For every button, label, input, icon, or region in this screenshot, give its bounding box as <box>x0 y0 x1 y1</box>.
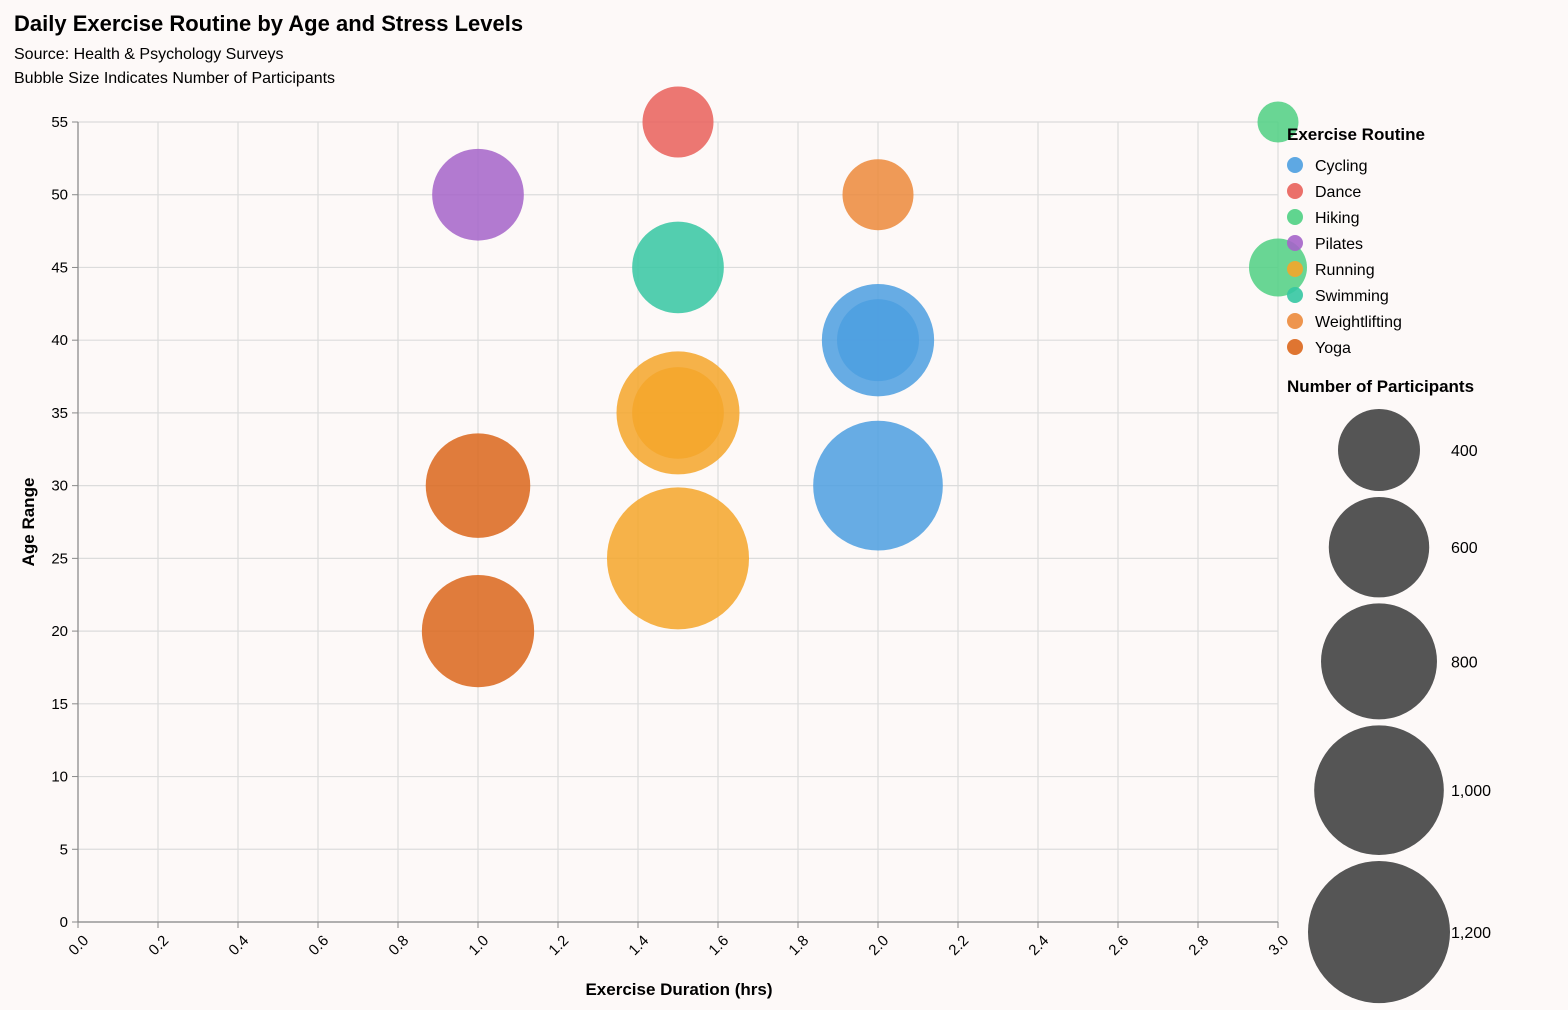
legend-swatch-pilates <box>1287 235 1303 251</box>
chart-subtitle-size-note: Bubble Size Indicates Number of Particip… <box>14 70 335 87</box>
chart-title: Daily Exercise Routine by Age and Stress… <box>14 11 523 36</box>
size-legend-title: Number of Participants <box>1287 377 1474 396</box>
x-tick-label: 2.8 <box>1185 932 1212 959</box>
x-tick-label: 1.8 <box>785 932 812 959</box>
legend-label-cycling: Cycling <box>1315 158 1367 175</box>
size-legend: 400 600 800 1,000 1,200 <box>1307 409 1491 1004</box>
y-tick-label: 25 <box>51 550 68 567</box>
legend-swatch-dance <box>1287 183 1303 199</box>
size-legend-label: 1,200 <box>1451 925 1491 942</box>
y-axis-title: Age Range <box>19 478 38 567</box>
gridlines <box>77 121 1279 923</box>
legend-label-yoga: Yoga <box>1315 340 1351 357</box>
y-tick-label: 15 <box>51 696 68 713</box>
y-tick-label: 50 <box>51 187 68 204</box>
x-axis-title: Exercise Duration (hrs) <box>585 980 772 999</box>
y-tick-label: 20 <box>51 623 68 640</box>
x-tick-label: 2.2 <box>945 932 972 959</box>
color-legend: Cycling Dance Hiking Pilates Running Swimming… <box>1287 157 1402 357</box>
y-tick-label: 40 <box>51 332 68 349</box>
legend-swatch-yoga <box>1287 339 1303 355</box>
x-tick-label: 2.6 <box>1105 932 1132 959</box>
legend-label-hiking: Hiking <box>1315 210 1359 227</box>
bubble-running <box>606 487 750 630</box>
bubble-running <box>632 367 724 459</box>
x-tick-label: 0.2 <box>145 932 172 959</box>
legend-label-weightlifting: Weightlifting <box>1315 314 1402 331</box>
x-tick-label: 2.4 <box>1025 932 1052 959</box>
size-legend-circle <box>1328 497 1430 598</box>
size-legend-label: 600 <box>1451 540 1478 557</box>
size-legend-label: 800 <box>1451 654 1478 671</box>
legend-label-pilates: Pilates <box>1315 236 1363 253</box>
legend-label-swimming: Swimming <box>1315 288 1389 305</box>
y-tick-label: 55 <box>51 114 68 131</box>
size-legend-circle <box>1314 725 1444 856</box>
x-tick-label: 1.4 <box>625 932 652 959</box>
x-tick-label: 2.0 <box>865 932 892 959</box>
y-tick-label: 45 <box>51 259 68 276</box>
x-tick-label: 1.0 <box>465 932 492 959</box>
bubble-cycling <box>837 299 919 382</box>
size-legend-circle <box>1307 861 1451 1004</box>
bubble-weightlifting <box>842 159 914 231</box>
legend-swatch-running <box>1287 261 1303 277</box>
bubble-pilates <box>432 148 524 241</box>
size-legend-circle <box>1321 603 1437 720</box>
legend-swatch-cycling <box>1287 157 1303 173</box>
x-tick-label: 0.4 <box>225 932 252 959</box>
bubble-hiking <box>1257 101 1299 143</box>
x-tick-label: 0.0 <box>65 932 92 959</box>
bubble-hiking <box>1249 238 1307 297</box>
legend-swatch-swimming <box>1287 287 1303 303</box>
legend-swatch-weightlifting <box>1287 313 1303 329</box>
x-tick-label: 3.0 <box>1265 932 1292 959</box>
size-legend-label: 1,000 <box>1451 783 1491 800</box>
x-tick-label: 1.2 <box>545 932 572 959</box>
y-tick-label: 10 <box>51 769 68 786</box>
x-tick-label: 0.6 <box>305 932 332 959</box>
y-tick-label: 30 <box>51 478 68 495</box>
bubble-yoga <box>421 574 535 688</box>
size-legend-circle <box>1338 409 1420 491</box>
y-tick-label: 5 <box>60 841 68 858</box>
bubble-dance <box>642 86 714 158</box>
y-tick-label: 35 <box>51 405 68 422</box>
bubbles <box>421 86 1307 688</box>
bubble-swimming <box>632 221 724 314</box>
legend-label-running: Running <box>1315 262 1375 279</box>
bubble-cycling <box>813 420 943 551</box>
y-tick-label: 0 <box>60 914 68 931</box>
bubble-yoga <box>425 433 531 538</box>
chart-subtitle-source: Source: Health & Psychology Surveys <box>14 46 283 63</box>
x-tick-label: 1.6 <box>705 932 732 959</box>
legend-swatch-hiking <box>1287 209 1303 225</box>
color-legend-title: Exercise Routine <box>1287 125 1425 144</box>
legend-label-dance: Dance <box>1315 184 1361 201</box>
x-tick-label: 0.8 <box>385 932 412 959</box>
size-legend-label: 400 <box>1451 443 1478 460</box>
